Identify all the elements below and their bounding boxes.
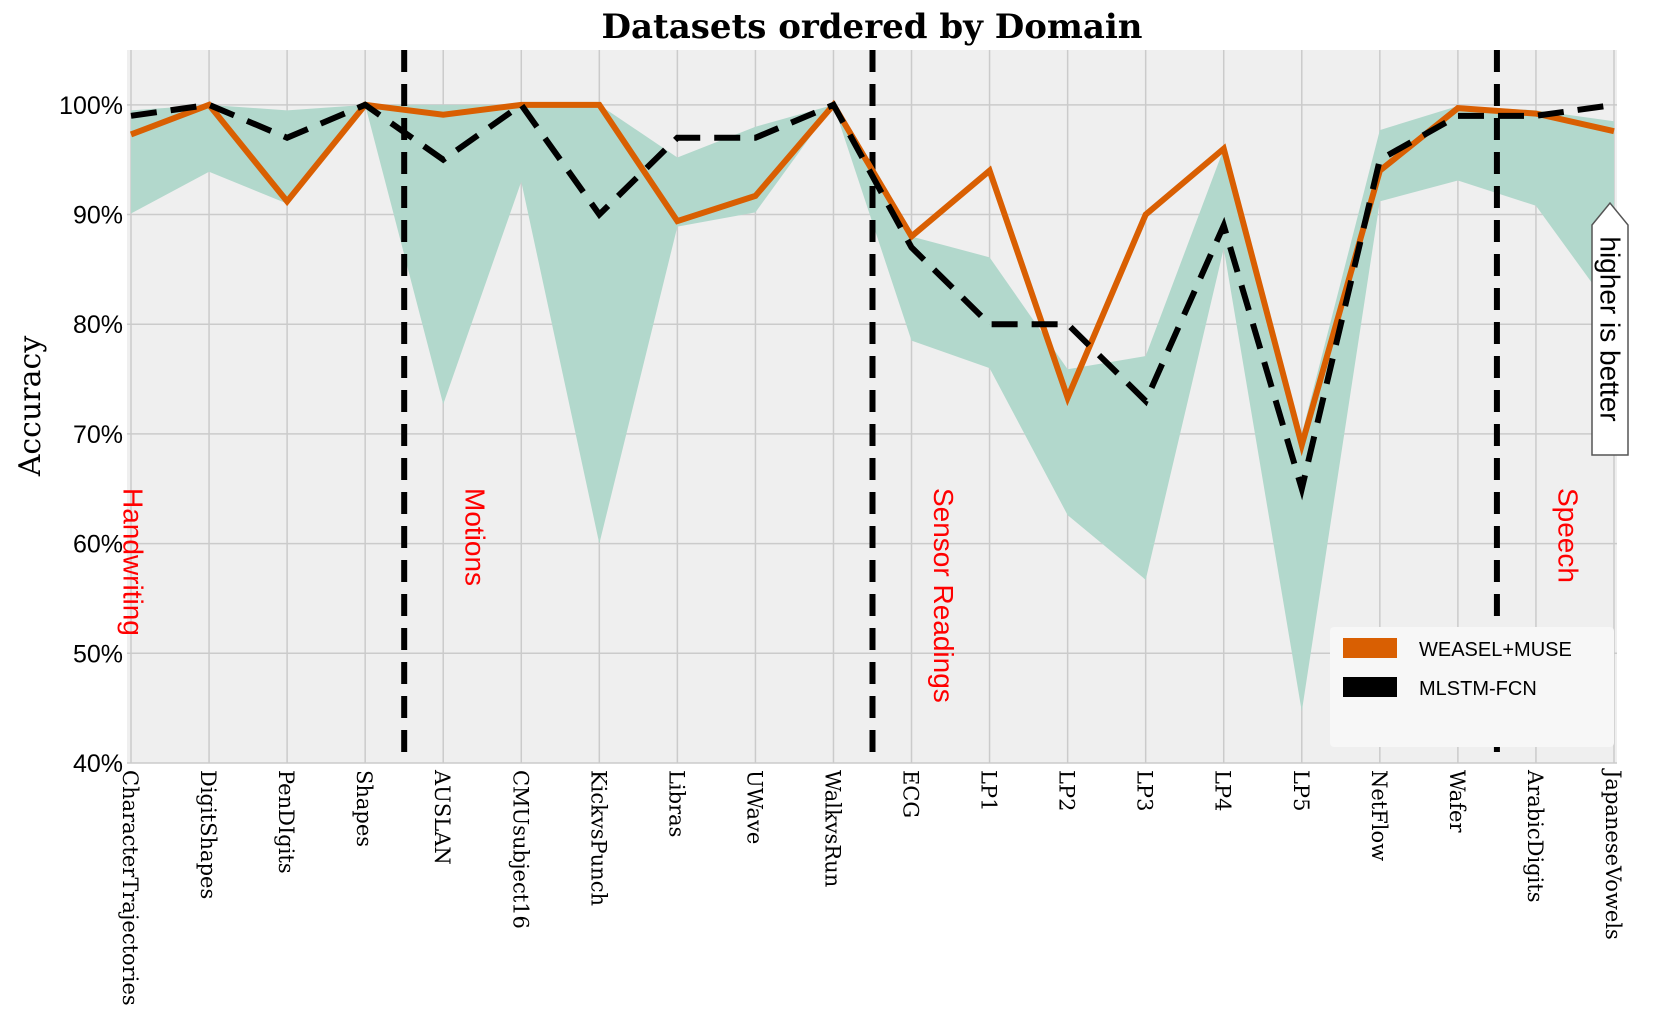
chart-title: Datasets ordered by Domain: [601, 7, 1142, 47]
accuracy-range-band: [131, 104, 1614, 712]
xtick-label-16: NetFlow: [1367, 770, 1391, 861]
ytick-label-0: 40%: [73, 750, 123, 778]
series-layer: [129, 99, 1615, 501]
ytick-label-6: 100%: [59, 92, 123, 120]
legend-label-mlstm: MLSTM-FCN: [1419, 678, 1537, 700]
xtick-label-19: JapaneseVowels: [1601, 768, 1625, 940]
xtick-label-18: ArabicDigits: [1523, 769, 1547, 903]
xtick-label-7: Libras: [664, 770, 688, 837]
domain-label-1: Motions: [460, 488, 491, 586]
legend-swatch-mlstm: [1343, 677, 1397, 697]
legend: WEASEL+MUSE MLSTM-FCN: [1330, 627, 1614, 747]
ytick-label-1: 50%: [73, 640, 123, 668]
ytick-label-2: 60%: [73, 531, 123, 559]
xtick-label-12: LP2: [1055, 770, 1079, 811]
domain-label-2: Sensor Readings: [928, 488, 959, 703]
xtick-label-15: LP5: [1289, 770, 1313, 811]
domain-labels: Handwriting Motions Sensor Readings Speech: [118, 488, 1584, 703]
higher-is-better-annotation: higher is better: [1591, 201, 1629, 456]
ytick-label-5: 90%: [73, 202, 123, 230]
ytick-label-4: 80%: [73, 311, 123, 339]
xtick-label-2: PenDIgits: [274, 770, 298, 874]
xtick-label-4: AUSLAN: [430, 769, 454, 865]
xtick-label-14: LP4: [1211, 770, 1235, 811]
y-axis-ticks: 40% 50% 60% 70% 80% 90% 100%: [59, 92, 123, 778]
band-layer: [131, 104, 1614, 712]
annotation-text: higher is better: [1595, 236, 1626, 421]
xtick-label-3: Shapes: [352, 770, 376, 847]
ytick-label-3: 70%: [73, 421, 123, 449]
xtick-label-9: WalkvsRun: [820, 770, 844, 887]
xtick-label-5: CMUsubject16: [508, 770, 532, 929]
xtick-label-1: DigitShapes: [196, 770, 220, 899]
up-arrow-icon: [1591, 201, 1629, 456]
xtick-label-17: Wafer: [1445, 770, 1469, 833]
xtick-label-8: UWave: [742, 770, 766, 844]
legend-box: [1330, 627, 1614, 747]
x-axis-ticks: CharacterTrajectories DigitShapes PenDIgit…: [118, 768, 1625, 1006]
xtick-label-10: ECG: [899, 770, 923, 818]
domain-label-0: Handwriting: [118, 488, 149, 636]
xtick-label-11: LP1: [977, 770, 1001, 811]
series-line-mlstm-fcn: [130, 100, 1615, 501]
y-axis-label: Accuracy: [13, 336, 48, 478]
xtick-label-0: CharacterTrajectories: [118, 770, 142, 1006]
legend-label-weasel: WEASEL+MUSE: [1419, 639, 1572, 661]
xtick-label-13: LP3: [1133, 770, 1157, 811]
legend-swatch-weasel: [1343, 638, 1397, 658]
xtick-label-6: KickvsPunch: [586, 770, 610, 906]
domain-label-3: Speech: [1552, 488, 1583, 583]
